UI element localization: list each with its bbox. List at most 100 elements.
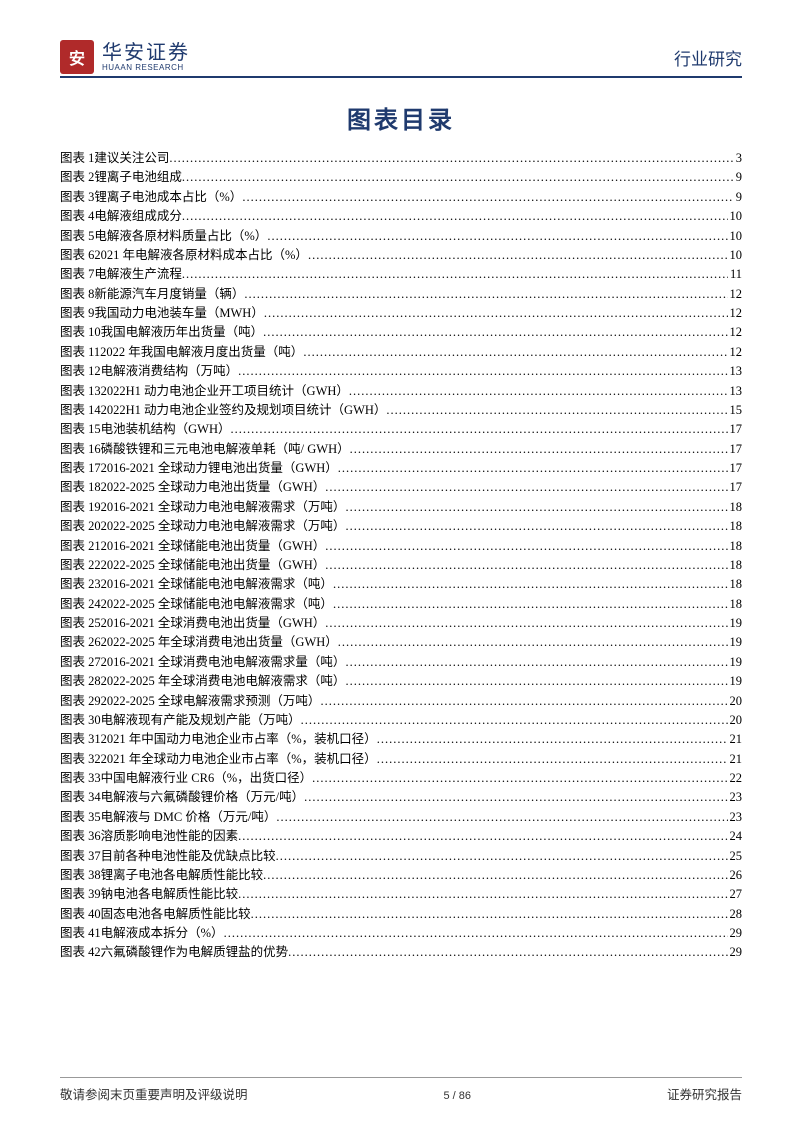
footer-bar: 敬请参阅末页重要声明及评级说明 5 / 86 证券研究报告 <box>60 1077 742 1103</box>
toc-leader-dots <box>333 595 728 614</box>
toc-leader-dots <box>325 556 727 575</box>
toc-prefix: 图表 7 <box>60 265 94 284</box>
toc-label: 2022H1 动力电池企业开工项目统计（GWH） <box>101 382 349 401</box>
toc-page-number: 18 <box>728 556 743 575</box>
toc-leader-dots <box>264 304 728 323</box>
toc-label: 电解液现有产能及规划产能（万吨） <box>101 711 301 730</box>
footer-page-number: 5 / 86 <box>443 1090 471 1102</box>
toc-page-number: 20 <box>728 711 743 730</box>
toc-row: 图表 8 新能源汽车月度销量（辆） 12 <box>60 285 742 304</box>
toc-leader-dots <box>288 943 727 962</box>
toc-page-number: 19 <box>728 614 743 633</box>
header-category: 行业研究 <box>674 45 742 70</box>
toc-prefix: 图表 23 <box>60 575 101 594</box>
toc-leader-dots <box>267 227 727 246</box>
toc-label: 电池装机结构（GWH） <box>101 420 231 439</box>
toc-label: 目前各种电池性能及优缺点比较 <box>101 847 276 866</box>
toc-prefix: 图表 25 <box>60 614 101 633</box>
toc-row: 图表 31 2021 年中国动力电池企业市占率（%，装机口径） 21 <box>60 730 742 749</box>
toc-leader-dots <box>263 866 727 885</box>
toc-label: 2016-2021 全球储能电池电解液需求（吨） <box>101 575 333 594</box>
toc-page-number: 18 <box>728 575 743 594</box>
figure-table-of-contents: 图表 1 建议关注公司 3图表 2 锂离子电池组成 9图表 3 锂离子电池成本占… <box>60 149 742 963</box>
toc-row: 图表 10 我国电解液历年出货量（吨） 12 <box>60 323 742 342</box>
toc-leader-dots <box>301 711 728 730</box>
toc-prefix: 图表 22 <box>60 556 101 575</box>
toc-prefix: 图表 24 <box>60 595 101 614</box>
toc-prefix: 图表 20 <box>60 517 101 536</box>
toc-row: 图表 42 六氟磷酸锂作为电解质锂盐的优势 29 <box>60 943 742 962</box>
toc-page-number: 21 <box>728 730 743 749</box>
toc-label: 2021 年中国动力电池企业市占率（%，装机口径） <box>101 730 377 749</box>
toc-leader-dots <box>231 420 728 439</box>
toc-row: 图表 27 2016-2021 全球消费电池电解液需求量（吨） 19 <box>60 653 742 672</box>
brand: 安 华安证券 HUAAN RESEARCH <box>60 40 190 74</box>
toc-prefix: 图表 4 <box>60 207 94 226</box>
toc-page-number: 10 <box>728 227 743 246</box>
page: 安 华安证券 HUAAN RESEARCH 行业研究 图表目录 图表 1 建议关… <box>0 0 802 1133</box>
toc-label: 中国电解液行业 CR6（%，出货口径） <box>101 769 312 788</box>
toc-page-number: 15 <box>728 401 743 420</box>
toc-leader-dots <box>238 362 727 381</box>
toc-page-number: 28 <box>728 905 743 924</box>
toc-row: 图表 2 锂离子电池组成 9 <box>60 168 742 187</box>
toc-row: 图表 19 2016-2021 全球动力电池电解液需求（万吨） 18 <box>60 498 742 517</box>
toc-row: 图表 9 我国动力电池装车量（MWH） 12 <box>60 304 742 323</box>
toc-prefix: 图表 6 <box>60 246 94 265</box>
toc-row: 图表 1 建议关注公司 3 <box>60 149 742 168</box>
toc-row: 图表 28 2022-2025 年全球消费电池电解液需求（吨） 19 <box>60 672 742 691</box>
toc-label: 电解液各原材料质量占比（%） <box>94 227 267 246</box>
toc-page-number: 10 <box>728 246 743 265</box>
toc-page-number: 17 <box>728 478 743 497</box>
toc-prefix: 图表 32 <box>60 750 101 769</box>
toc-prefix: 图表 35 <box>60 808 101 827</box>
toc-prefix: 图表 37 <box>60 847 101 866</box>
toc-label: 电解液成本拆分（%） <box>101 924 224 943</box>
toc-leader-dots <box>303 343 727 362</box>
toc-row: 图表 6 2021 年电解液各原材料成本占比（%） 10 <box>60 246 742 265</box>
toc-label: 2016-2021 全球动力电池电解液需求（万吨） <box>101 498 346 517</box>
toc-label: 2016-2021 全球消费电池出货量（GWH） <box>101 614 326 633</box>
toc-row: 图表 26 2022-2025 年全球消费电池出货量（GWH） 19 <box>60 633 742 652</box>
toc-row: 图表 25 2016-2021 全球消费电池出货量（GWH） 19 <box>60 614 742 633</box>
toc-prefix: 图表 38 <box>60 866 101 885</box>
toc-row: 图表 39 钠电池各电解质性能比较 27 <box>60 885 742 904</box>
toc-leader-dots <box>325 478 727 497</box>
logo-icon: 安 <box>60 40 94 74</box>
toc-label: 新能源汽车月度销量（辆） <box>94 285 244 304</box>
toc-leader-dots <box>242 188 733 207</box>
toc-page-number: 17 <box>728 420 743 439</box>
toc-prefix: 图表 2 <box>60 168 94 187</box>
toc-prefix: 图表 13 <box>60 382 101 401</box>
toc-leader-dots <box>350 440 728 459</box>
toc-prefix: 图表 12 <box>60 362 101 381</box>
toc-page-number: 18 <box>728 595 743 614</box>
toc-label: 固态电池各电解质性能比较 <box>101 905 251 924</box>
toc-prefix: 图表 27 <box>60 653 101 672</box>
toc-row: 图表 41 电解液成本拆分（%） 29 <box>60 924 742 943</box>
toc-page-number: 9 <box>734 188 742 207</box>
toc-leader-dots <box>244 285 727 304</box>
toc-leader-dots <box>182 168 734 187</box>
toc-prefix: 图表 17 <box>60 459 101 478</box>
toc-page-number: 17 <box>728 459 743 478</box>
toc-page-number: 27 <box>728 885 743 904</box>
toc-row: 图表 18 2022-2025 全球动力电池出货量（GWH） 17 <box>60 478 742 497</box>
toc-page-number: 3 <box>734 149 742 168</box>
toc-row: 图表 36 溶质影响电池性能的因素 24 <box>60 827 742 846</box>
toc-row: 图表 35 电解液与 DMC 价格（万元/吨） 23 <box>60 808 742 827</box>
toc-page-number: 24 <box>728 827 743 846</box>
toc-label: 2022-2025 全球储能电池电解液需求（吨） <box>101 595 333 614</box>
toc-leader-dots <box>238 885 727 904</box>
toc-page-number: 17 <box>728 440 743 459</box>
toc-label: 锂离子电池各电解质性能比较 <box>101 866 264 885</box>
brand-text: 华安证券 HUAAN RESEARCH <box>102 42 190 73</box>
toc-label: 锂离子电池成本占比（%） <box>94 188 242 207</box>
toc-page-number: 18 <box>728 517 743 536</box>
toc-page-number: 18 <box>728 498 743 517</box>
toc-leader-dots <box>320 692 727 711</box>
toc-page-number: 12 <box>728 285 743 304</box>
toc-leader-dots <box>308 246 728 265</box>
toc-leader-dots <box>276 847 728 866</box>
toc-label: 建议关注公司 <box>94 149 169 168</box>
